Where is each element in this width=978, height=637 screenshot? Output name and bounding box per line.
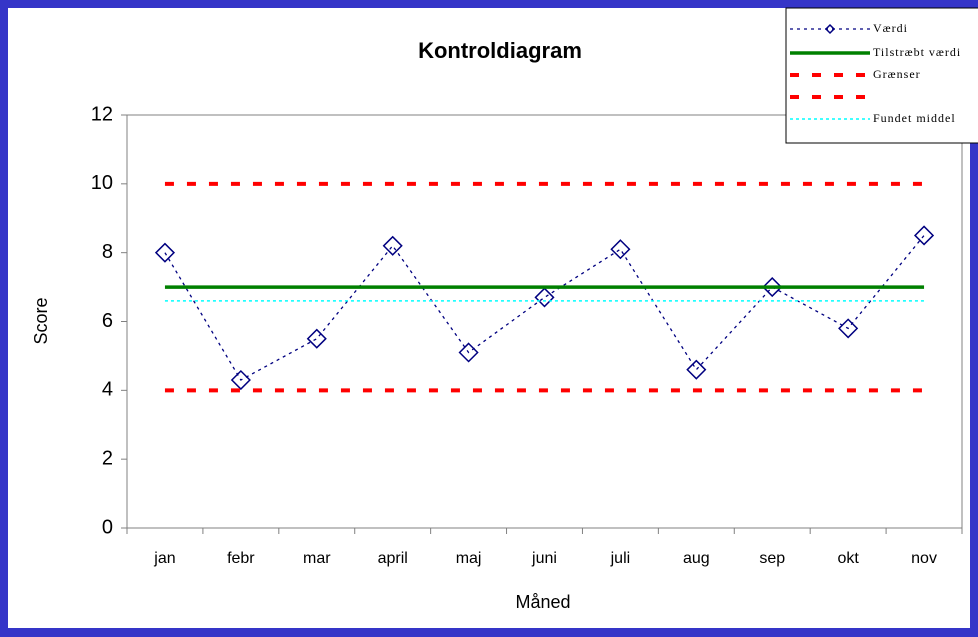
- y-tick-label: 8: [102, 241, 113, 263]
- data-point: [534, 287, 555, 308]
- data-point: [306, 328, 327, 349]
- data-point: [838, 318, 859, 339]
- data-point: [154, 242, 176, 263]
- y-tick-label: 2: [102, 447, 113, 469]
- data-point: [230, 369, 251, 391]
- data-point: [686, 359, 707, 380]
- x-tick-label: jan: [153, 550, 175, 567]
- x-tick-label: aug: [683, 550, 710, 567]
- x-tick-label: april: [378, 550, 408, 567]
- x-tick-label: mar: [303, 550, 331, 567]
- y-tick-label: 6: [102, 310, 113, 332]
- x-tick-label: maj: [456, 550, 482, 567]
- legend-label: Værdi: [873, 21, 908, 35]
- legend-marker: [824, 23, 836, 35]
- x-tick-label: okt: [837, 550, 859, 567]
- data-point: [762, 277, 783, 298]
- chart-title: Kontroldiagram: [418, 38, 582, 63]
- data-point: [382, 235, 403, 256]
- data-point: [458, 342, 479, 363]
- x-axis-label: Måned: [515, 592, 570, 612]
- legend-label: Grænser: [873, 67, 921, 81]
- x-tick-label: nov: [911, 550, 937, 567]
- y-tick-label: 0: [102, 516, 113, 538]
- y-axis-label: Score: [31, 297, 51, 344]
- legend-label: Tilstræbt værdi: [873, 45, 961, 59]
- data-point: [913, 225, 935, 246]
- x-tick-label: juli: [610, 550, 631, 567]
- legend-label: Fundet middel: [873, 111, 956, 125]
- x-tick-label: juni: [531, 550, 557, 567]
- y-tick-label: 4: [102, 379, 113, 401]
- data-point: [610, 239, 631, 260]
- y-tick-label: 10: [91, 172, 113, 194]
- x-tick-label: febr: [227, 550, 255, 567]
- x-tick-label: sep: [759, 550, 785, 567]
- y-tick-label: 12: [91, 103, 113, 125]
